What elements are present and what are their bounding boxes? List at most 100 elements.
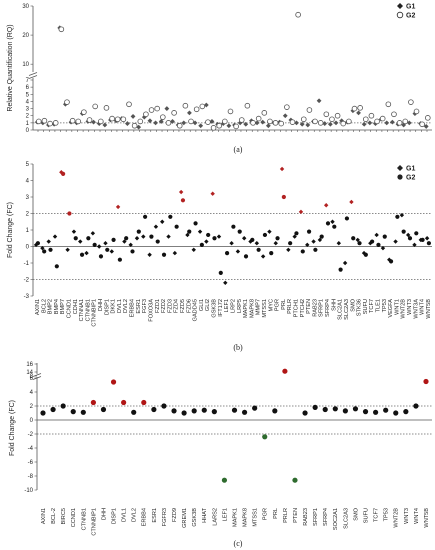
b-g1-point-32 xyxy=(235,249,241,254)
b-g1-point-47 xyxy=(330,219,335,224)
b-g1-point-54 xyxy=(374,232,379,238)
b-g1-point-25 xyxy=(191,247,196,252)
a-g2-point-47 xyxy=(300,116,307,123)
b-g1-point-13 xyxy=(115,204,121,210)
b-g2-point-47 xyxy=(332,224,337,229)
b-ytick-label-7: 4 xyxy=(26,179,30,185)
c-ytick-label-2: -6 xyxy=(28,460,34,466)
b-g2-point-11 xyxy=(105,247,110,252)
b-g2-point-58 xyxy=(401,229,406,234)
c-ytick-label-0: -10 xyxy=(24,488,33,494)
a-ytick-label-0: 0 xyxy=(26,128,30,134)
b-g1-point-7 xyxy=(78,239,83,244)
c-ytick-label-5: 0 xyxy=(30,418,34,424)
c-point-30 xyxy=(342,408,348,414)
a-g2-point-19 xyxy=(143,111,149,118)
a-g2-point-33 xyxy=(222,118,228,125)
a-g2-point-36 xyxy=(238,117,245,123)
a-g1-point-69 xyxy=(423,124,429,129)
c-ytick-label-8: 6 xyxy=(30,376,34,382)
c-xtick-32: SUFU xyxy=(363,508,369,523)
a-g1-point-44 xyxy=(282,113,288,119)
b-g1-point-16 xyxy=(134,236,140,241)
c-point-5 xyxy=(90,399,96,406)
a-g1-point-62 xyxy=(384,120,390,126)
b-g1-point-10 xyxy=(96,244,102,249)
b-g1-point-11 xyxy=(103,241,108,246)
c-xtick-7: DISP1 xyxy=(112,508,118,524)
b-xtick-23: FZD5 xyxy=(180,299,186,313)
b-xtick-51: STK36 xyxy=(357,299,363,316)
panel-label-b: (b) xyxy=(233,343,243,352)
a-g2-point-31 xyxy=(210,125,217,131)
a-g2-point-1 xyxy=(41,117,48,124)
a-g2-point-32 xyxy=(216,122,223,129)
b-g2-point-3 xyxy=(54,264,59,269)
a-g2-point-2 xyxy=(47,120,53,127)
b-xtick-9: CTNNBIP1 xyxy=(92,299,98,327)
b-g2-point-21 xyxy=(168,214,173,219)
b-xtick-38: PGR xyxy=(275,299,281,311)
b-xtick-3: BMP4 xyxy=(54,299,60,314)
b-g1-point-36 xyxy=(260,254,266,259)
a-g2-point-24 xyxy=(171,110,177,116)
b-g2-point-9 xyxy=(92,242,97,247)
a-g1-point-31 xyxy=(209,119,215,124)
a-legend-marker-0 xyxy=(397,3,403,9)
a-legend-marker-1 xyxy=(396,11,404,19)
b-g1-point-58 xyxy=(399,212,405,218)
a-g2-point-49 xyxy=(312,118,318,125)
b-g2-point-62 xyxy=(426,241,431,246)
b-g1-point-4 xyxy=(59,170,64,175)
b-g2-point-39 xyxy=(281,194,286,200)
a-g2-point-35 xyxy=(233,123,239,130)
b-g2-point-38 xyxy=(275,236,280,241)
a-g2-point-20 xyxy=(148,107,155,113)
b-xtick-31: LRP2 xyxy=(230,299,236,313)
b-xtick-62: WNT5B xyxy=(426,299,432,319)
b-g2-point-48 xyxy=(338,267,343,272)
b-g1-point-39 xyxy=(279,166,285,172)
a-g2-point-14 xyxy=(114,116,121,123)
b-g2-point-22 xyxy=(174,224,179,229)
b-xtick-36: MTSS1 xyxy=(262,299,268,318)
c-point-21 xyxy=(252,405,258,411)
c-ytick-label-7: 4 xyxy=(30,390,34,396)
c-point-16 xyxy=(201,407,207,413)
c-xtick-13: FZD9 xyxy=(172,508,178,522)
b-g1-point-21 xyxy=(166,234,171,239)
c-xtick-20: MAPK8 xyxy=(243,508,249,527)
b-xtick-7: CTNNA1 xyxy=(79,299,85,321)
a-g1-point-19 xyxy=(141,114,147,120)
a-g1-point-22 xyxy=(158,119,164,124)
b-g1-point-26 xyxy=(197,229,203,234)
b-g2-point-46 xyxy=(325,221,331,226)
b-g1-point-44 xyxy=(311,239,316,244)
c-point-10 xyxy=(141,399,147,406)
a-g2-point-0 xyxy=(35,118,42,125)
b-xtick-0: AXIN1 xyxy=(35,299,41,315)
c-xtick-3: CCND1 xyxy=(71,508,77,527)
a-g2-point-62 xyxy=(385,101,392,108)
b-g2-point-53 xyxy=(370,239,375,244)
c-point-3 xyxy=(70,409,76,415)
a-g1-point-50 xyxy=(316,98,322,104)
a-g2-point-38 xyxy=(250,120,256,126)
b-xtick-4: BMP7 xyxy=(60,299,66,314)
b-g2-point-7 xyxy=(79,252,85,257)
b-xtick-13: DVL1 xyxy=(117,299,123,313)
b-xtick-42: PTCH2 xyxy=(300,299,306,317)
b-g2-point-18 xyxy=(149,234,154,239)
c-point-19 xyxy=(231,407,238,413)
b-xtick-47: SHH xyxy=(331,299,337,311)
b-legend-label-0: G1 xyxy=(406,166,415,173)
b-g2-point-30 xyxy=(224,251,230,256)
b-g1-point-6 xyxy=(71,229,77,234)
b-xtick-58: WNT2B xyxy=(401,299,407,319)
a-ytick-label-9: 20 xyxy=(22,33,29,39)
b-g2-point-17 xyxy=(143,214,148,219)
a-g2-point-52 xyxy=(329,116,335,123)
b-g1-point-28 xyxy=(210,191,215,196)
panel-label-c: (c) xyxy=(234,539,243,548)
